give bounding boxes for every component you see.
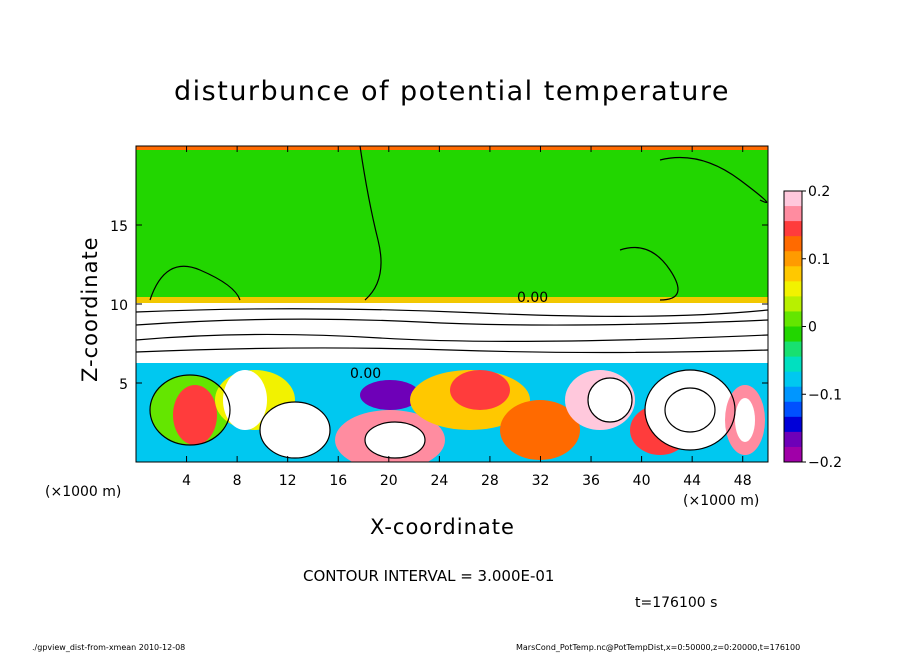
y-tick-label: 10 (110, 298, 128, 314)
colorbar-swatch (784, 431, 802, 448)
contour (619, 246, 679, 301)
contour (644, 369, 736, 451)
colorbar-swatch (784, 326, 802, 343)
cell (173, 385, 217, 445)
contour (664, 387, 716, 433)
contour (587, 377, 633, 423)
x-tick-label: 24 (430, 473, 448, 489)
contour (359, 146, 382, 301)
contour (659, 156, 768, 204)
cell (735, 398, 755, 442)
contour (149, 374, 231, 446)
cell (500, 400, 580, 460)
colorbar-swatch (784, 221, 802, 237)
x-tick-label: 8 (233, 473, 242, 489)
x-unit-label-right: (×1000 m) (683, 493, 760, 509)
contour-lines (136, 146, 768, 459)
x-tick-label: 32 (532, 473, 550, 489)
interface-band (136, 297, 768, 303)
colorbar-swatch (784, 356, 802, 373)
convective-cells (150, 370, 765, 462)
colorbar: 0.2 0.1 0 −0.1 −0.2 (783, 184, 842, 471)
x-tick-label: 16 (329, 473, 347, 489)
top-boundary-band (136, 146, 768, 150)
colorbar-swatch (784, 266, 802, 282)
colorbar-tick-label: −0.2 (808, 455, 842, 471)
contour (259, 401, 331, 459)
footer-data-source: MarsCond_PotTemp.nc@PotTempDist,x=0:5000… (516, 643, 801, 652)
contour (136, 347, 768, 354)
cell (360, 380, 420, 410)
colorbar-tick-label: 0.2 (808, 184, 830, 200)
y-tick-label: 15 (110, 219, 128, 235)
colorbar-swatch (784, 281, 802, 297)
contour (136, 308, 768, 317)
colorbar-swatch (784, 416, 802, 433)
contour (136, 333, 768, 342)
x-tick-label: 12 (279, 473, 297, 489)
colorbar-swatch (784, 401, 802, 418)
colorbar-tick-label: 0 (808, 320, 817, 336)
contour-label: 0.00 (350, 366, 381, 382)
cell (645, 370, 735, 450)
x-tick-label: 40 (633, 473, 651, 489)
colorbar-swatch (784, 206, 802, 222)
time-stamp-text: t=176100 s (635, 595, 718, 611)
colorbar-tick-label: −0.1 (808, 387, 842, 403)
cell (450, 370, 510, 410)
contour-label: 0.00 (517, 290, 548, 306)
colorbar-swatch (784, 191, 802, 207)
colorbar-swatch (784, 371, 802, 388)
y-axis: 5 10 15 (110, 219, 768, 393)
x-tick-label: 36 (582, 473, 600, 489)
contour (136, 318, 768, 326)
y-tick-label: 5 (119, 377, 128, 393)
upper-layer-field (136, 146, 768, 302)
x-axis-label: X-coordinate (370, 515, 515, 539)
colorbar-swatch (784, 341, 802, 358)
colorbar-swatch (784, 251, 802, 267)
x-tick-label: 20 (380, 473, 398, 489)
x-tick-label: 4 (182, 473, 191, 489)
x-axis: 4 8 12 16 20 24 28 32 36 40 44 48 (182, 146, 752, 489)
x-tick-label: 48 (734, 473, 752, 489)
contour (364, 421, 426, 459)
footer-script-name: ./gpview_dist-from-xmean 2010-12-08 (32, 643, 186, 652)
x-unit-label-left: (×1000 m) (45, 484, 122, 500)
colorbar-swatch (784, 446, 802, 463)
x-tick-label: 28 (481, 473, 499, 489)
cell (588, 378, 632, 422)
cell (223, 370, 267, 430)
chart-title: disturbunce of potential temperature (174, 76, 730, 107)
colorbar-tick-label: 0.1 (808, 252, 830, 268)
colorbar-swatch (784, 296, 802, 312)
mixed-interface-field (136, 303, 768, 363)
contour (149, 265, 241, 301)
plot-area: 0.00 0.00 (136, 146, 768, 462)
colorbar-swatch (784, 236, 802, 252)
cell (260, 402, 330, 458)
x-tick-label: 44 (683, 473, 701, 489)
cell (365, 422, 425, 458)
contour-interval-text: CONTOUR INTERVAL = 3.000E-01 (303, 567, 555, 585)
colorbar-swatch (784, 386, 802, 403)
colorbar-swatch (784, 311, 802, 327)
